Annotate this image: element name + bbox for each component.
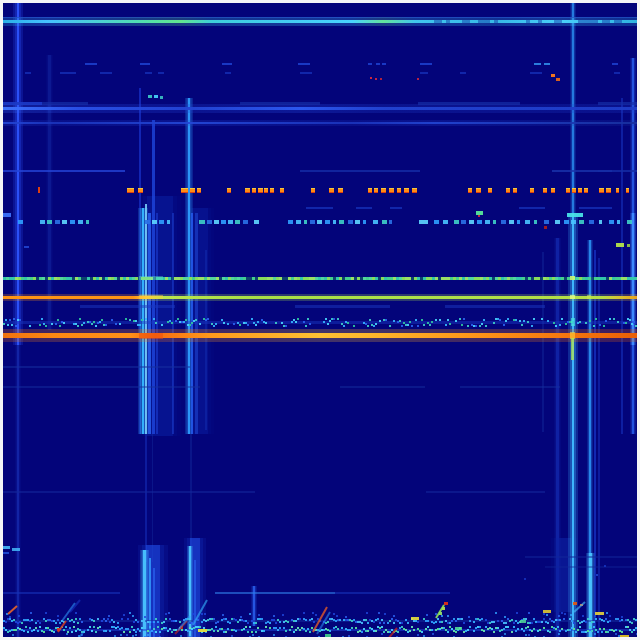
spectrogram-canvas bbox=[0, 0, 640, 640]
spectrogram-frame bbox=[0, 0, 640, 640]
